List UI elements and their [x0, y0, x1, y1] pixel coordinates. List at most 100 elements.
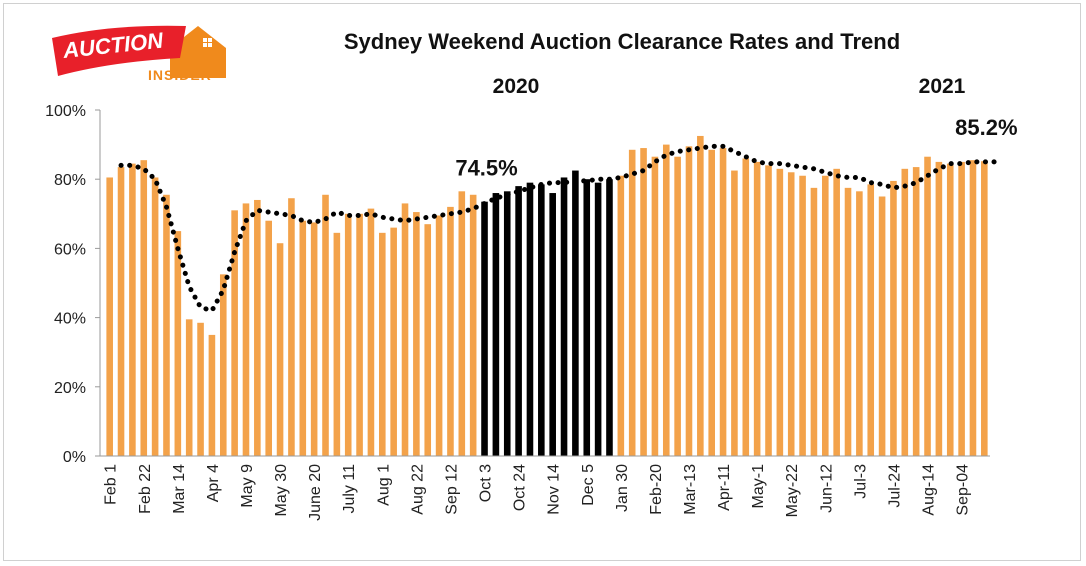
bar [640, 148, 647, 456]
bar [697, 135, 704, 456]
bar [367, 208, 375, 456]
bar [912, 167, 920, 456]
x-tick-label: Jul-3 [852, 464, 869, 499]
trend-line [118, 143, 999, 314]
bar [799, 175, 806, 457]
x-tick-label: Sep-04 [955, 464, 972, 516]
x-tick-label: May-1 [750, 464, 767, 509]
bar [299, 220, 307, 456]
x-tick-label: Feb-20 [648, 464, 665, 515]
auction-insider-logo: AUCTION INSIDER [52, 25, 226, 83]
bar [242, 203, 250, 456]
x-tick-label: May 9 [239, 464, 256, 508]
bar [447, 206, 454, 456]
annotation-label: 85.2% [955, 115, 1017, 140]
bar [174, 231, 182, 456]
x-tick-label: Apr 4 [205, 464, 222, 502]
bar [731, 170, 738, 457]
x-tick-label: Jan 30 [614, 464, 631, 512]
bar [890, 180, 897, 456]
bars-group [106, 135, 988, 457]
bar [742, 158, 750, 456]
bar [424, 224, 432, 456]
x-tick-label: Dec 5 [580, 464, 597, 506]
bar [969, 160, 977, 457]
bar-highlighted [549, 193, 556, 457]
bar [435, 215, 443, 456]
x-tick-label: Jun-12 [818, 464, 835, 513]
logo-word-insider: INSIDER [148, 67, 212, 83]
bar [208, 334, 216, 456]
x-tick-label: Oct 3 [478, 464, 495, 502]
bar [163, 194, 170, 456]
bar [310, 222, 318, 456]
x-tick-label: Jul-24 [886, 464, 903, 508]
bar [674, 156, 681, 456]
bar [867, 184, 875, 456]
bar [469, 194, 477, 456]
y-axis: 0% 20% 40% 60% 80% 100% [45, 103, 101, 466]
bar [288, 198, 295, 457]
bar [662, 144, 670, 456]
bar [776, 168, 784, 456]
bar [787, 172, 795, 456]
bar [765, 165, 772, 457]
bar [231, 210, 238, 456]
bar [810, 187, 818, 456]
x-tick-label: July 11 [341, 464, 358, 514]
trend-dotted-line [118, 143, 999, 314]
bar-highlighted [503, 191, 511, 456]
x-tick-label: Aug 1 [375, 464, 392, 506]
bar [197, 322, 204, 456]
bar-highlighted [492, 193, 500, 457]
bar [685, 146, 693, 456]
x-tick-label: May-22 [784, 464, 801, 517]
bar [753, 161, 761, 456]
bar [379, 232, 386, 456]
bar [617, 175, 625, 457]
bar [219, 274, 227, 456]
bar [401, 203, 409, 456]
year-label-2020: 2020 [493, 75, 540, 98]
bar-highlighted [481, 201, 488, 456]
bar [276, 243, 284, 456]
bar [254, 199, 261, 456]
x-tick-label: Nov 14 [546, 464, 563, 515]
bar [151, 177, 159, 456]
x-tick-label: Oct 24 [512, 464, 529, 511]
bar [719, 148, 727, 456]
x-tick-label: May 30 [273, 464, 290, 517]
bar [390, 227, 397, 456]
x-tick-label: Sep 12 [443, 464, 460, 515]
bar [106, 177, 113, 456]
bar [822, 175, 829, 457]
bar-highlighted [560, 177, 568, 456]
bar-highlighted [594, 182, 602, 456]
x-tick-label: Feb 1 [103, 464, 120, 505]
x-tick-label: Apr-11 [716, 464, 733, 511]
bar [844, 187, 852, 456]
bar [878, 196, 886, 456]
chart-title: Sydney Weekend Auction Clearance Rates a… [344, 29, 900, 54]
bar-highlighted [606, 179, 613, 456]
y-tick-label: 20% [54, 380, 86, 397]
bar-highlighted [515, 186, 522, 456]
year-label-2021: 2021 [919, 75, 966, 98]
bar [140, 160, 148, 457]
bar [117, 167, 125, 456]
bar [413, 212, 420, 456]
bar [265, 220, 272, 456]
x-tick-label: June 20 [307, 464, 324, 521]
x-tick-label: Aug 22 [409, 464, 426, 515]
bar [129, 163, 136, 456]
bar [322, 194, 329, 456]
bar [458, 191, 466, 456]
bar-highlighted [538, 184, 545, 456]
annotation-label: 74.5% [455, 156, 517, 181]
bar [935, 161, 943, 456]
x-tick-label: Mar-13 [682, 464, 699, 515]
bar [344, 213, 352, 456]
bar [651, 156, 659, 456]
x-tick-label: Feb 22 [137, 464, 154, 514]
